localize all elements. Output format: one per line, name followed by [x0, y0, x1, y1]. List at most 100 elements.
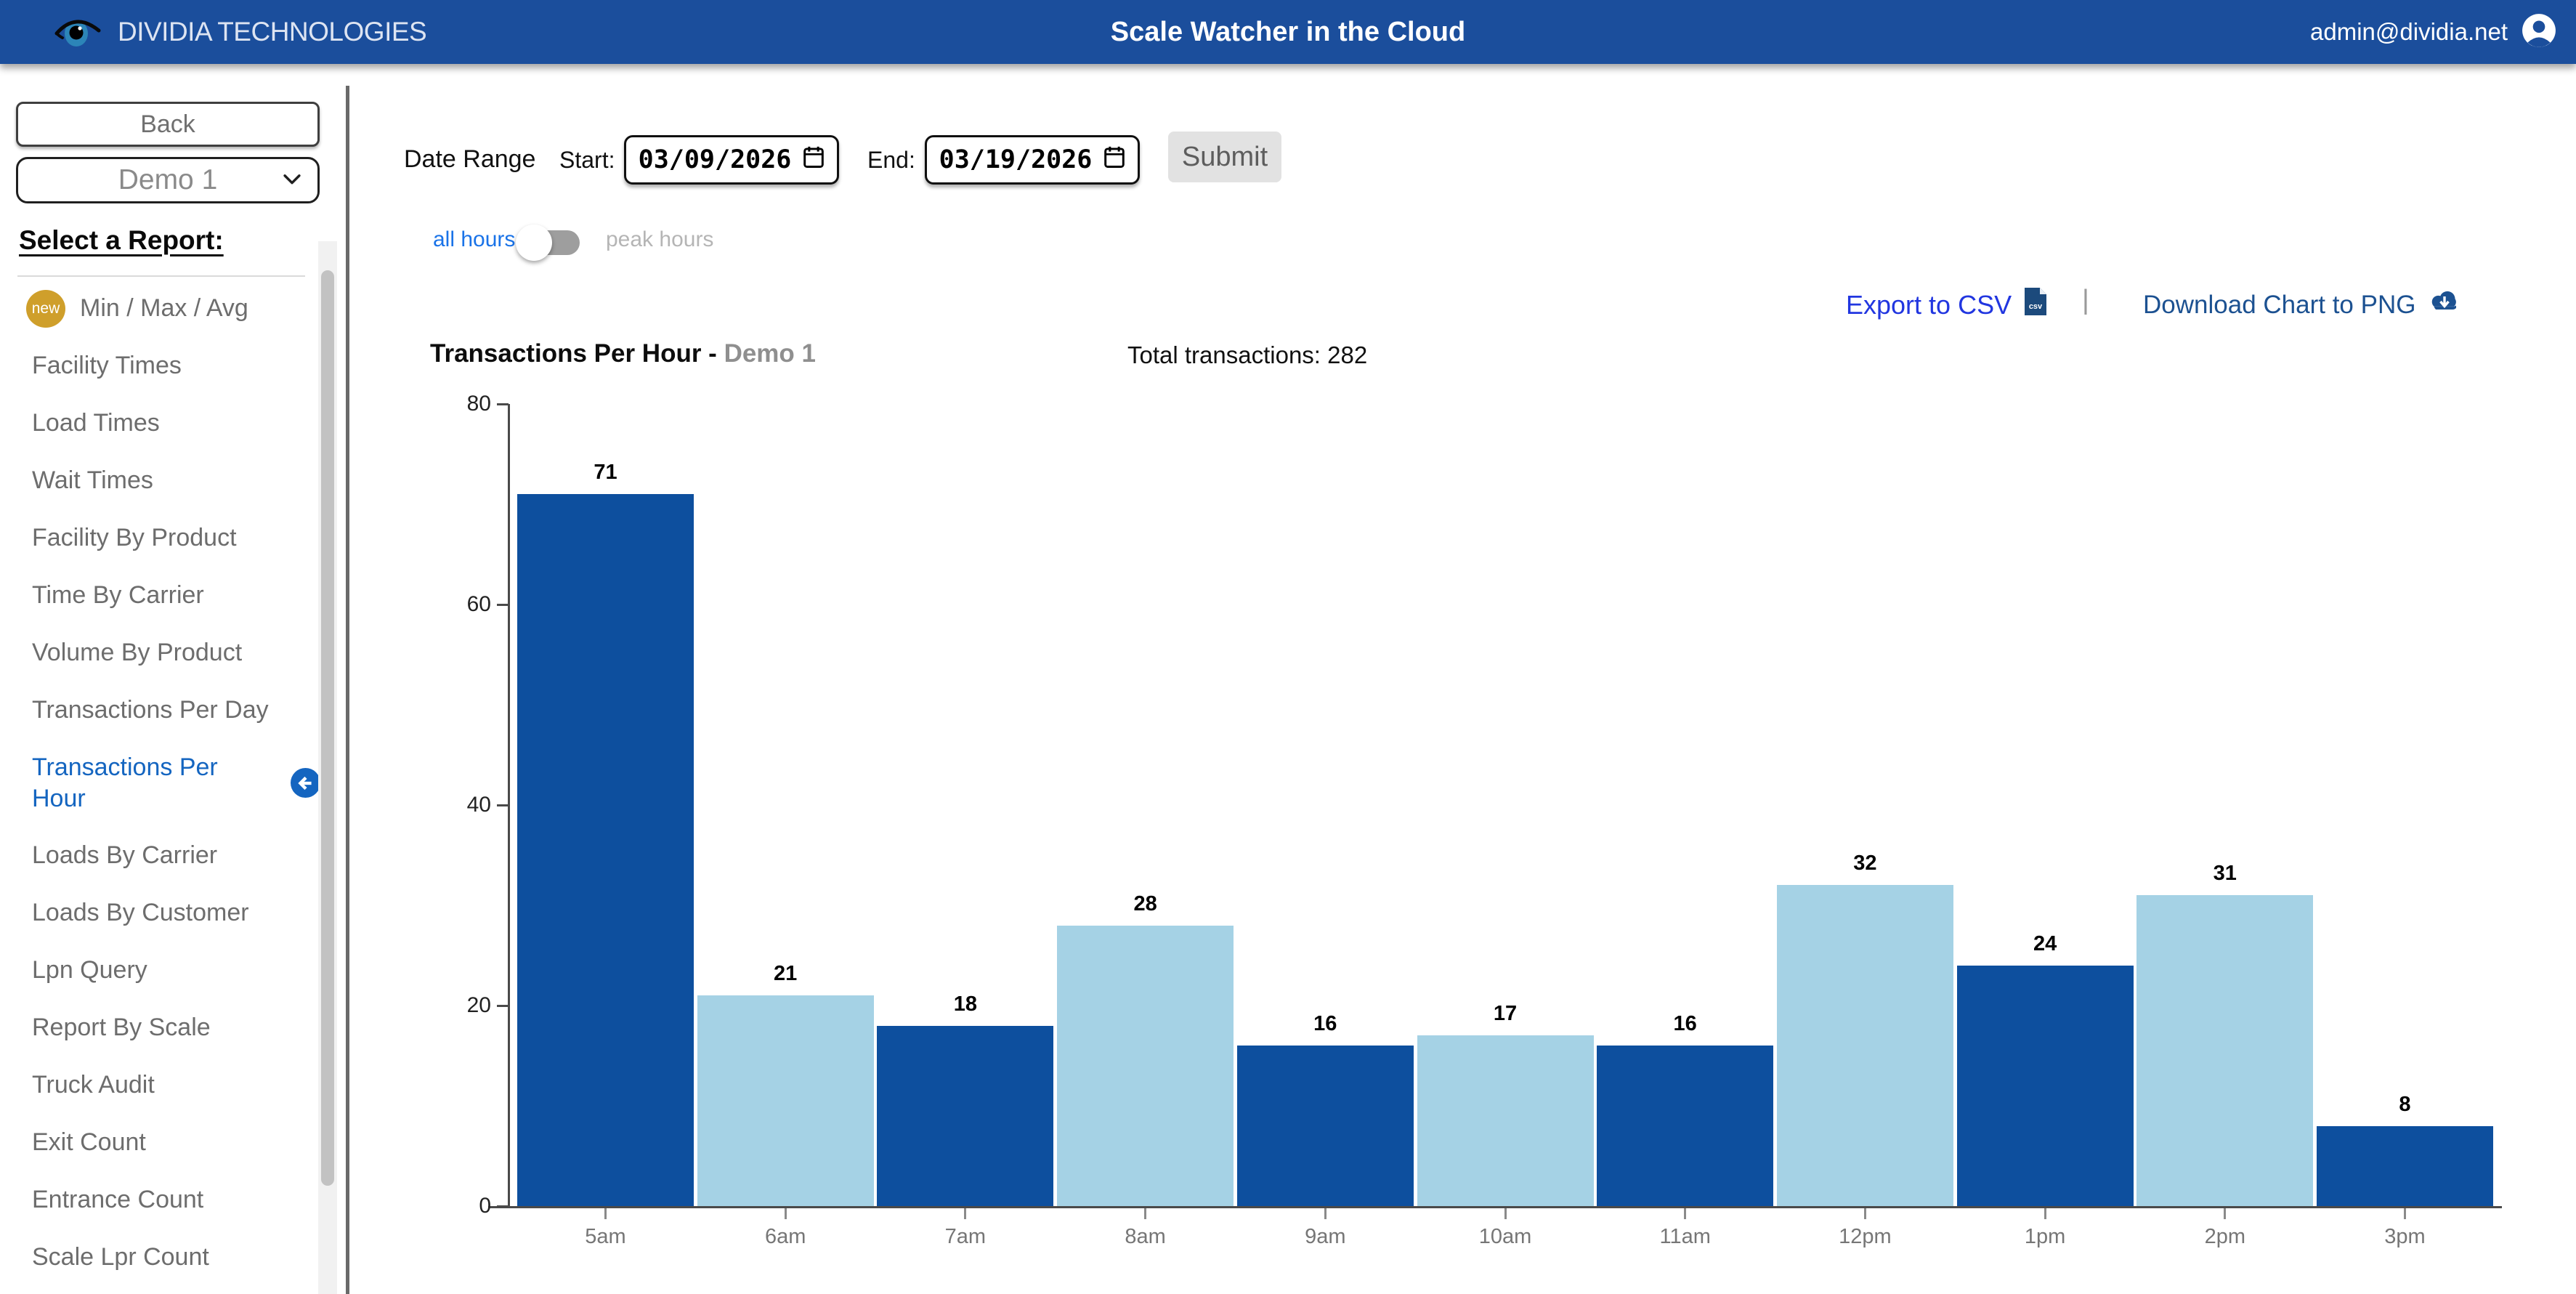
- sidebar-item-report-by-scale[interactable]: Report By Scale: [0, 999, 320, 1056]
- user-avatar-icon[interactable]: [2521, 12, 2557, 52]
- sidebar-item-label: Wait Times: [32, 466, 153, 494]
- bar-value-6am: 21: [774, 962, 798, 986]
- end-date-input[interactable]: 03/19/2026: [925, 135, 1140, 185]
- eye-logo-icon: [54, 9, 102, 56]
- sidebar-item-label: Exit Count: [32, 1128, 146, 1156]
- x-label-3pm: 3pm: [2384, 1225, 2426, 1248]
- x-label-11am: 11am: [1659, 1225, 1711, 1248]
- brand: DIVIDIA TECHNOLOGIES: [54, 0, 427, 64]
- sidebar-item-transactions-per-hour[interactable]: Transactions Per Hour: [0, 739, 320, 827]
- sidebar-item-transactions-per-day[interactable]: Transactions Per Day: [0, 682, 320, 739]
- x-label-12pm: 12pm: [1839, 1225, 1892, 1248]
- bar-value-11am: 16: [1673, 1012, 1697, 1036]
- sidebar-item-label: Facility By Product: [32, 524, 237, 551]
- x-label-9am: 9am: [1305, 1225, 1346, 1248]
- bar-11am: [1597, 1046, 1774, 1206]
- x-tick-3pm: [2404, 1208, 2406, 1219]
- x-label-7am: 7am: [944, 1225, 987, 1248]
- sidebar-item-label: Facility Times: [32, 352, 182, 379]
- sidebar-item-label: Report By Scale: [32, 1014, 211, 1041]
- top-header-bar: DIVIDIA TECHNOLOGIES Scale Watcher in th…: [0, 0, 2576, 64]
- hours-toggle-switch[interactable]: [516, 225, 580, 261]
- download-png-link[interactable]: Download Chart to PNG: [2143, 288, 2462, 322]
- sidebar-item-exit-count[interactable]: Exit Count: [0, 1114, 320, 1171]
- sidebar-item-facility-by-product[interactable]: Facility By Product: [0, 509, 320, 567]
- x-tick-7am: [964, 1208, 967, 1219]
- x-label-10am: 10am: [1478, 1225, 1532, 1248]
- x-tick-6am: [784, 1208, 787, 1219]
- sidebar-item-label: Time By Carrier: [32, 581, 204, 609]
- export-csv-link[interactable]: Export to CSV csv: [1846, 286, 2048, 323]
- bar-9am: [1236, 1046, 1414, 1206]
- date-range-label: Date Range: [404, 145, 536, 173]
- x-label-5am: 5am: [585, 1225, 626, 1248]
- sidebar-item-label: Truck Audit: [32, 1071, 155, 1099]
- sidebar-item-label: Min / Max / Avg: [80, 294, 248, 322]
- all-hours-label[interactable]: all hours: [433, 227, 516, 251]
- sidebar-item-label: Scale Lpr Count: [32, 1243, 209, 1271]
- y-tick-label-0: 0: [479, 1194, 491, 1218]
- y-tick-label-60: 60: [466, 592, 491, 616]
- toggle-knob[interactable]: [516, 225, 552, 261]
- active-report-arrow-icon[interactable]: [291, 768, 320, 798]
- sidebar-item-wait-times[interactable]: Wait Times: [0, 452, 320, 509]
- bar-6am: [697, 995, 874, 1206]
- submit-button[interactable]: Submit: [1168, 132, 1281, 182]
- sidebar-item-time-by-carrier[interactable]: Time By Carrier: [0, 567, 320, 624]
- sidebar: Back Demo 1 Select a Report: new Min / Ma…: [0, 64, 347, 1294]
- sidebar-item-load-times[interactable]: Load Times: [0, 395, 320, 452]
- calendar-icon[interactable]: [1103, 145, 1125, 175]
- sidebar-item-min-max-avg[interactable]: new Min / Max / Avg: [0, 280, 320, 337]
- y-tick-label-40: 40: [466, 793, 491, 817]
- total-transactions: Total transactions: 282: [1127, 341, 1367, 369]
- x-tick-12pm: [1863, 1208, 1866, 1219]
- bar-value-12pm: 32: [1853, 852, 1877, 876]
- bar-8am: [1057, 925, 1234, 1206]
- x-tick-10am: [1504, 1208, 1507, 1219]
- sidebar-item-loads-by-customer[interactable]: Loads By Customer: [0, 884, 320, 942]
- bar-value-2pm: 31: [2213, 862, 2237, 886]
- site-select-dropdown[interactable]: Demo 1: [16, 157, 320, 203]
- x-label-6am: 6am: [764, 1225, 806, 1248]
- new-badge: new: [26, 289, 65, 328]
- bar-3pm: [2317, 1125, 2493, 1206]
- chart-title: Transactions Per Hour - Demo 1: [430, 339, 816, 368]
- bar-1pm: [1956, 965, 2134, 1206]
- start-label: Start:: [559, 147, 615, 173]
- sidebar-divider-rule: [17, 275, 305, 277]
- y-tick-60: [497, 603, 509, 606]
- report-list: new Min / Max / Avg Facility Times Load Tim…: [0, 280, 320, 1286]
- sidebar-item-facility-times[interactable]: Facility Times: [0, 337, 320, 395]
- calendar-icon[interactable]: [803, 145, 825, 175]
- bar-value-9am: 16: [1313, 1012, 1337, 1036]
- bar-value-3pm: 8: [2399, 1092, 2411, 1116]
- bar-value-8am: 28: [1133, 891, 1157, 915]
- start-date-input[interactable]: 03/09/2026: [624, 135, 839, 185]
- download-png-label: Download Chart to PNG: [2143, 290, 2416, 319]
- sidebar-item-entrance-count[interactable]: Entrance Count: [0, 1171, 320, 1229]
- peak-hours-label[interactable]: peak hours: [606, 227, 714, 251]
- x-label-8am: 8am: [1125, 1225, 1166, 1248]
- sidebar-scrollbar[interactable]: [318, 241, 337, 1294]
- export-csv-label: Export to CSV: [1846, 289, 2012, 320]
- bar-value-5am: 71: [594, 461, 617, 485]
- sidebar-item-volume-by-product[interactable]: Volume By Product: [0, 624, 320, 682]
- end-label: End:: [867, 147, 915, 173]
- y-tick-label-20: 20: [466, 993, 491, 1017]
- back-button[interactable]: Back: [16, 102, 320, 147]
- bar-5am: [517, 494, 694, 1206]
- sidebar-item-label: Lpn Query: [32, 956, 147, 984]
- sidebar-item-truck-audit[interactable]: Truck Audit: [0, 1056, 320, 1114]
- y-tick-label-80: 80: [466, 392, 491, 416]
- bar-12pm: [1776, 885, 1953, 1206]
- sidebar-item-lpn-query[interactable]: Lpn Query: [0, 942, 320, 999]
- sidebar-item-loads-by-carrier[interactable]: Loads By Carrier: [0, 827, 320, 884]
- chart-title-main: Transactions Per Hour -: [430, 339, 717, 368]
- sidebar-scrollbar-thumb[interactable]: [321, 270, 334, 1186]
- x-label-2pm: 2pm: [2204, 1225, 2245, 1248]
- sidebar-item-scale-lpr-count[interactable]: Scale Lpr Count: [0, 1229, 320, 1286]
- x-tick-8am: [1144, 1208, 1147, 1219]
- x-label-1pm: 1pm: [2024, 1225, 2066, 1248]
- y-tick-80: [497, 403, 509, 405]
